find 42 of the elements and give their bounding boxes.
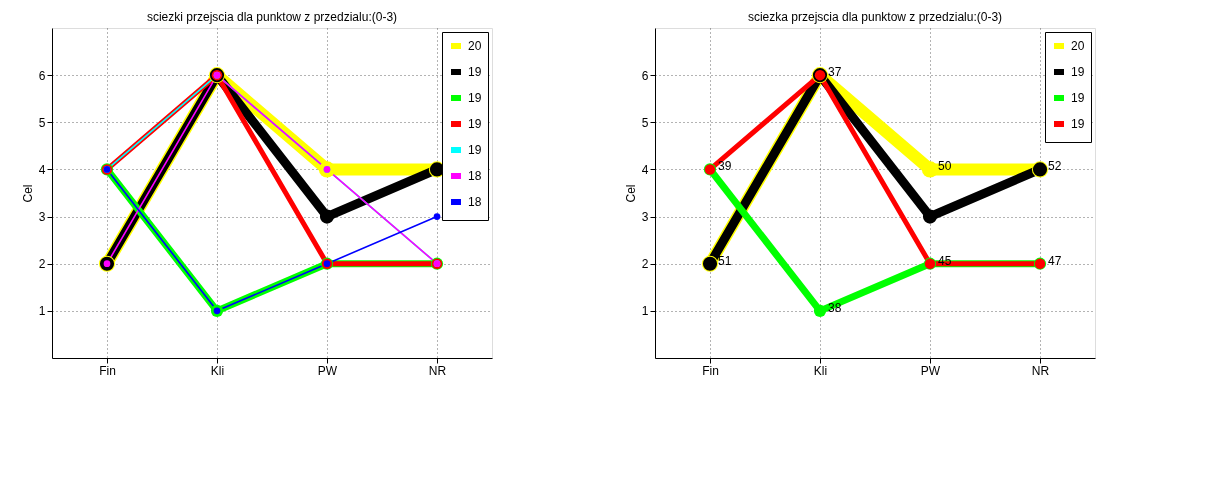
x-tick-label: Fin — [99, 363, 116, 378]
legend-label: 19 — [468, 65, 482, 79]
legend-label: 18 — [468, 169, 482, 183]
y-tick-label: 3 — [38, 210, 46, 225]
annotation: 45 — [938, 253, 952, 268]
legend-label: 20 — [468, 39, 482, 53]
legend-label: 19 — [1071, 117, 1085, 131]
legend-label: 20 — [1071, 39, 1085, 53]
legend-label: 19 — [468, 91, 482, 105]
y-tick-label: 4 — [38, 162, 46, 177]
annotation: 51 — [718, 253, 732, 268]
annotation: 50 — [938, 159, 952, 174]
legend-label: 19 — [1071, 65, 1085, 79]
chart-title: sciezka przejscia dla punktow z przedzialu:(0-3) — [747, 10, 1003, 24]
legend-label: 19 — [468, 143, 482, 157]
legend-label: 18 — [468, 195, 482, 209]
x-tick-label: NR — [1031, 363, 1050, 378]
y-tick-label: 2 — [38, 257, 46, 272]
y-tick-label: 1 — [641, 304, 649, 319]
y-tick-label: 2 — [641, 257, 649, 272]
x-tick-label: Kli — [813, 363, 828, 378]
x-tick-label: Kli — [210, 363, 225, 378]
x-tick-label: PW — [920, 363, 941, 378]
x-tick-label: PW — [317, 363, 338, 378]
legend-label: 19 — [468, 117, 482, 131]
y-tick-label: 5 — [38, 115, 46, 130]
annotation: 37 — [828, 65, 842, 80]
x-tick-label: Fin — [702, 363, 719, 378]
y-axis-title: Cel — [20, 184, 35, 203]
y-tick-label: 1 — [38, 304, 46, 319]
annotation: 47 — [1048, 253, 1062, 268]
annotation: 52 — [1048, 159, 1062, 174]
x-tick-label: NR — [428, 363, 447, 378]
y-tick-label: 6 — [38, 68, 46, 83]
annotation: 39 — [718, 159, 732, 174]
y-tick-label: 5 — [641, 115, 649, 130]
chart-title: sciezki przejscia dla punktow z przedzialu:(0-3) — [146, 10, 398, 24]
y-tick-label: 3 — [641, 210, 649, 225]
y-tick-label: 6 — [641, 68, 649, 83]
y-tick-label: 4 — [641, 162, 649, 177]
y-axis-title: Cel — [623, 184, 638, 203]
legend-label: 19 — [1071, 91, 1085, 105]
